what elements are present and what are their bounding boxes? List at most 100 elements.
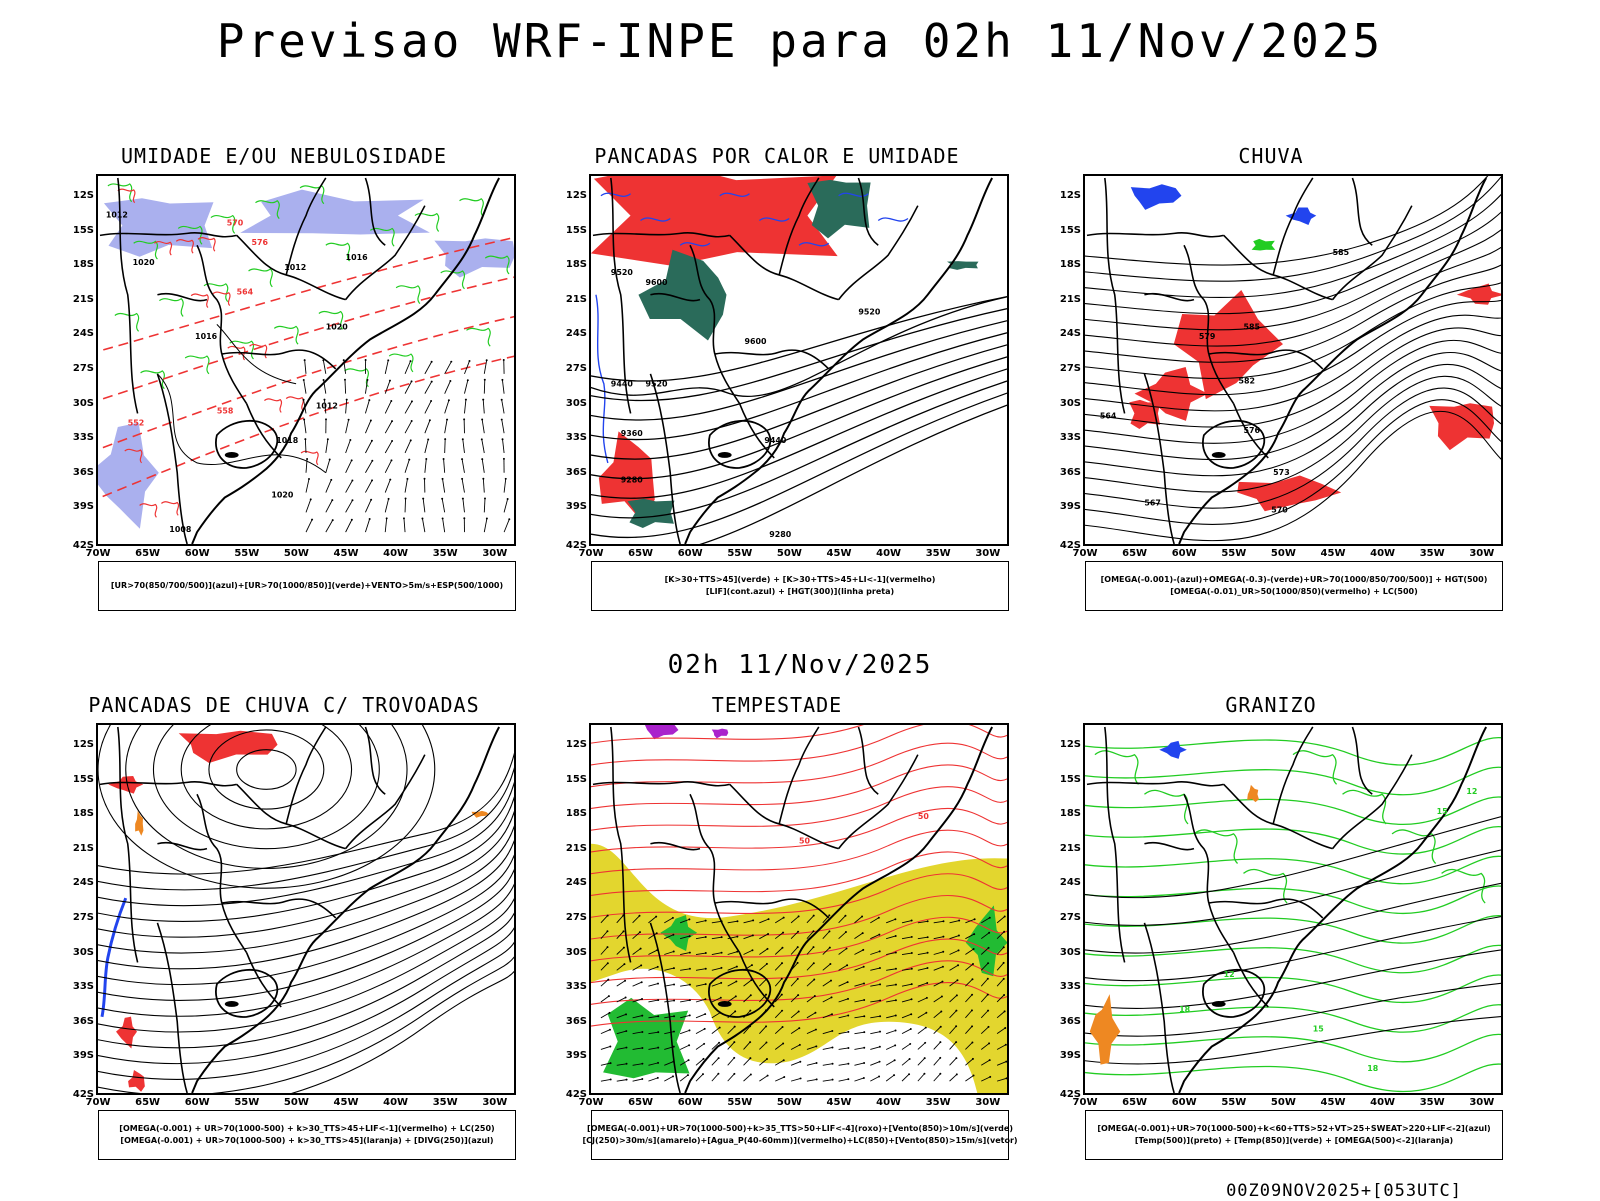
wind-vector-head	[657, 1077, 659, 1079]
wind-vector-head	[703, 1058, 705, 1060]
lon-tick-label: 30W	[482, 548, 507, 559]
temp850-green	[1085, 1064, 1501, 1091]
instability-area-red	[591, 176, 838, 266]
border-line	[1184, 794, 1209, 903]
wind-vector-head	[798, 915, 800, 917]
lc250-streamline	[98, 943, 514, 1093]
wind-vector	[445, 400, 449, 413]
lon-tick-label: 60W	[1172, 548, 1197, 559]
wind-vector-head	[705, 920, 707, 922]
wind-vector-head	[421, 517, 423, 519]
wind-vector	[385, 441, 392, 453]
wind-vector-head	[893, 1074, 895, 1076]
wind-vector-head	[863, 1077, 865, 1079]
wind-vector-head	[863, 1062, 865, 1064]
wind-vector-head	[482, 478, 484, 480]
wind-vector-head	[406, 478, 408, 480]
wind-vector	[425, 440, 428, 453]
wind-vector-head	[831, 1046, 833, 1048]
lat-tick-label: 12S	[66, 739, 94, 750]
wind-vector	[839, 1064, 849, 1066]
wind-vector-head	[767, 933, 769, 935]
wind-vector-head	[657, 1031, 659, 1033]
panel-title: UMIDADE E/OU NEBULOSIDADE	[54, 144, 514, 168]
wind-vector	[442, 499, 444, 513]
lon-tick-label: 35W	[926, 1097, 951, 1108]
lon-tick-label: 55W	[727, 1097, 752, 1108]
wind-vector	[365, 400, 369, 413]
wind-vector-head	[813, 915, 815, 917]
wind-vector-head	[782, 1026, 784, 1028]
wind-vector	[504, 499, 508, 512]
contour-label: 18	[1367, 1064, 1379, 1073]
wind-vector-head	[1004, 916, 1006, 918]
wind-vector-head	[673, 1000, 675, 1002]
wind-vector-head	[689, 935, 691, 937]
contour-label: 1020	[133, 258, 156, 267]
wind-vector-head	[971, 994, 973, 996]
wind-vector-head	[766, 963, 768, 965]
wind-vector-head	[641, 998, 643, 1000]
wind-vector-head	[879, 1031, 881, 1033]
lon-tick-label: 40W	[876, 1097, 901, 1108]
wind-vector-head	[781, 962, 783, 964]
wind-vector-head	[782, 932, 784, 934]
lake-mark	[225, 452, 239, 458]
wind-vector	[346, 460, 352, 472]
wind-vector-head	[783, 917, 785, 919]
wind-vector-head	[308, 478, 310, 480]
wind-vector-head	[733, 1073, 735, 1075]
wind-vector-head	[847, 1047, 849, 1049]
wind-vector-head	[386, 517, 388, 519]
wind-vector-head	[879, 1061, 881, 1063]
contour-label: 1018	[276, 436, 299, 445]
lake-mark	[225, 1001, 239, 1007]
wind-vector	[365, 461, 372, 473]
border-line	[715, 354, 740, 403]
lon-tick-label: 40W	[1370, 548, 1395, 559]
wind-vector-head	[391, 440, 393, 442]
wind-vector-head	[607, 915, 609, 917]
wind-vector	[482, 439, 484, 453]
wind-vector-head	[832, 1063, 834, 1065]
lat-tick-label: 33S	[1053, 432, 1081, 443]
lat-tick-label: 30S	[1053, 947, 1081, 958]
wind-vector-head	[816, 1078, 818, 1080]
temp850-green	[1095, 751, 1139, 785]
wind-vector-head	[390, 400, 392, 402]
wind-vector	[696, 1029, 705, 1034]
wind-vector-head	[673, 1015, 675, 1017]
wind-vector-head	[639, 915, 641, 917]
wind-vector-head	[703, 1043, 705, 1045]
wind-vector-head	[861, 916, 863, 918]
wind-vector-head	[847, 998, 849, 1000]
contour-label: 1012	[106, 211, 128, 220]
wind-vector-head	[657, 999, 659, 1001]
wind-vector-head	[430, 400, 432, 402]
lon-tick-label: 45W	[1321, 1097, 1346, 1108]
wind-vector	[712, 1074, 719, 1081]
wind-vector	[306, 499, 311, 512]
wind-vector	[484, 519, 487, 533]
wind-vector	[648, 984, 658, 987]
lat-tick-label: 15S	[559, 774, 587, 785]
lat-tick-label: 21S	[66, 294, 94, 305]
lat-tick-label: 27S	[66, 363, 94, 374]
lon-tick-label: 30W	[975, 1097, 1000, 1108]
wind-vector-head	[797, 946, 799, 948]
border-line	[247, 404, 282, 458]
wind-vector-head	[735, 980, 737, 982]
wind-vector-head	[878, 1076, 880, 1078]
rain-area-blue	[1131, 184, 1182, 210]
border-line	[237, 784, 346, 848]
wind-vector-head	[343, 359, 345, 361]
wind-vector-head	[894, 1059, 896, 1061]
wind-vector-head	[971, 1009, 973, 1011]
temp500-black	[1085, 881, 1501, 953]
wind-vector	[696, 1014, 705, 1018]
wind-vector	[854, 1048, 864, 1050]
lon-tick-label: 50W	[284, 1097, 309, 1108]
